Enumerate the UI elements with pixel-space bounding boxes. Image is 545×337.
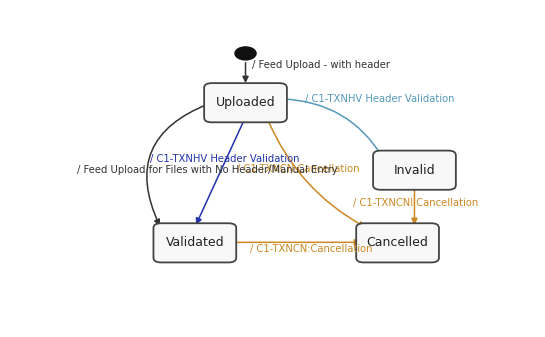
Text: / C1-TXNCNI Cancellation: / C1-TXNCNI Cancellation xyxy=(353,197,479,208)
FancyBboxPatch shape xyxy=(373,151,456,190)
Text: / C1-TXNCN:Cancellation: / C1-TXNCN:Cancellation xyxy=(237,164,360,174)
Text: / C1-TXNHV Header Validation: / C1-TXNHV Header Validation xyxy=(150,154,300,163)
Text: Invalid: Invalid xyxy=(393,164,435,177)
Text: / Feed Upload for Files with No Header/Manual Entry: / Feed Upload for Files with No Header/M… xyxy=(76,165,337,175)
Text: / C1-TXNCN:Cancellation: / C1-TXNCN:Cancellation xyxy=(250,244,372,254)
FancyBboxPatch shape xyxy=(154,223,236,263)
Text: Validated: Validated xyxy=(166,236,224,249)
Text: Cancelled: Cancelled xyxy=(367,236,428,249)
Text: / C1-TXNHV Header Validation: / C1-TXNHV Header Validation xyxy=(305,94,454,104)
Text: / Feed Upload - with header: / Feed Upload - with header xyxy=(252,60,390,70)
Circle shape xyxy=(235,47,256,60)
Text: Uploaded: Uploaded xyxy=(216,96,275,109)
FancyBboxPatch shape xyxy=(204,83,287,122)
FancyBboxPatch shape xyxy=(356,223,439,263)
